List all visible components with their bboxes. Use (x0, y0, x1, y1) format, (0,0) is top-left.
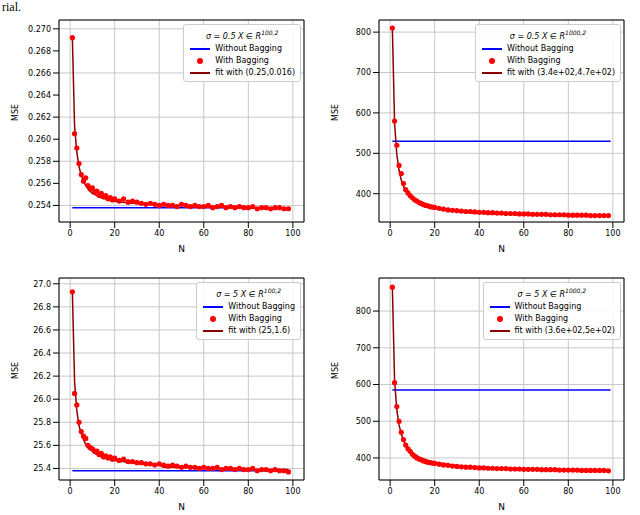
svg-text:500: 500 (356, 149, 371, 158)
svg-text:60: 60 (199, 487, 209, 496)
svg-text:500: 500 (356, 417, 371, 426)
svg-text:26.0: 26.0 (33, 395, 51, 404)
svg-text:26.6: 26.6 (33, 326, 51, 335)
svg-text:60: 60 (519, 487, 529, 496)
svg-text:0.262: 0.262 (28, 113, 51, 122)
svg-text:60: 60 (519, 229, 529, 238)
svg-text:25.4: 25.4 (33, 464, 51, 473)
html-text:rial.: rial. (2, 0, 21, 14)
svg-text:26.4: 26.4 (33, 349, 51, 358)
svg-text:40: 40 (154, 229, 164, 238)
html-text:With Bagging: With Bagging (228, 313, 282, 323)
svg-text:600: 600 (356, 380, 371, 389)
svg-text:100: 100 (285, 229, 300, 238)
svg-text:MSE: MSE (11, 362, 20, 379)
svg-text:80: 80 (243, 229, 253, 238)
svg-text:400: 400 (356, 454, 371, 463)
svg-text:N: N (178, 244, 185, 254)
svg-text:27.0: 27.0 (33, 280, 51, 289)
svg-text:MSE: MSE (11, 104, 20, 121)
svg-text:400: 400 (356, 190, 371, 199)
html-text:σ = 5 X ∈ R1000,2: σ = 5 X ∈ R1000,2 (517, 287, 587, 299)
svg-text:25.8: 25.8 (33, 418, 51, 427)
svg-text:0.260: 0.260 (28, 135, 51, 144)
svg-text:800: 800 (356, 28, 371, 37)
svg-text:80: 80 (243, 487, 253, 496)
svg-text:MSE: MSE (331, 362, 340, 379)
svg-text:0: 0 (68, 487, 73, 496)
svg-text:80: 80 (563, 487, 573, 496)
html-text:Without Bagging: Without Bagging (228, 301, 295, 311)
svg-text:0.270: 0.270 (28, 25, 51, 34)
html-text:fit with (3.6e+02,5e+02): fit with (3.6e+02,5e+02) (514, 325, 615, 335)
html-text:With Bagging: With Bagging (514, 313, 569, 323)
html-text:Without Bagging: Without Bagging (514, 301, 582, 311)
svg-text:N: N (178, 502, 185, 512)
html-text:Without Bagging: Without Bagging (506, 43, 574, 53)
svg-text:N: N (498, 244, 505, 254)
svg-text:40: 40 (154, 487, 164, 496)
html-text:Without Bagging: Without Bagging (215, 43, 282, 53)
svg-text:0: 0 (388, 487, 393, 496)
svg-text:80: 80 (563, 229, 573, 238)
svg-text:40: 40 (474, 229, 484, 238)
svg-text:0.256: 0.256 (28, 179, 51, 188)
svg-text:0.264: 0.264 (28, 91, 51, 100)
svg-text:0.268: 0.268 (28, 47, 51, 56)
html-text:fit with (25,1.6): fit with (25,1.6) (228, 325, 291, 335)
html-text:fit with (3.4e+02,4.7e+02): fit with (3.4e+02,4.7e+02) (506, 67, 615, 77)
svg-text:0.254: 0.254 (28, 201, 51, 210)
svg-text:800: 800 (356, 307, 371, 316)
svg-text:26.2: 26.2 (33, 372, 51, 381)
svg-text:0: 0 (388, 229, 393, 238)
svg-text:100: 100 (285, 487, 300, 496)
svg-text:100: 100 (605, 487, 620, 496)
svg-text:700: 700 (356, 68, 371, 77)
svg-text:20: 20 (110, 487, 120, 496)
svg-text:0: 0 (68, 229, 73, 238)
html-text:With Bagging: With Bagging (215, 55, 269, 65)
svg-text:100: 100 (605, 229, 620, 238)
svg-text:26.8: 26.8 (33, 303, 51, 312)
svg-text:0.258: 0.258 (28, 157, 51, 166)
svg-text:700: 700 (356, 344, 371, 353)
svg-text:0.266: 0.266 (28, 69, 51, 78)
svg-text:600: 600 (356, 109, 371, 118)
svg-text:40: 40 (474, 487, 484, 496)
svg-text:MSE: MSE (331, 104, 340, 121)
svg-text:20: 20 (430, 229, 440, 238)
html-text:σ = 0.5 X ∈ R100,2: σ = 0.5 X ∈ R100,2 (205, 29, 279, 41)
svg-text:20: 20 (430, 487, 440, 496)
html-text:With Bagging: With Bagging (506, 55, 561, 65)
html-text:fit with (0.25,0.016): fit with (0.25,0.016) (215, 67, 295, 77)
svg-text:N: N (498, 502, 505, 512)
html-text:σ = 0.5 X ∈ R1000,2: σ = 0.5 X ∈ R1000,2 (509, 29, 587, 41)
svg-text:60: 60 (199, 229, 209, 238)
html-text:σ = 5 X ∈ R100,2: σ = 5 X ∈ R100,2 (216, 287, 281, 299)
svg-text:25.6: 25.6 (33, 441, 51, 450)
svg-text:20: 20 (110, 229, 120, 238)
